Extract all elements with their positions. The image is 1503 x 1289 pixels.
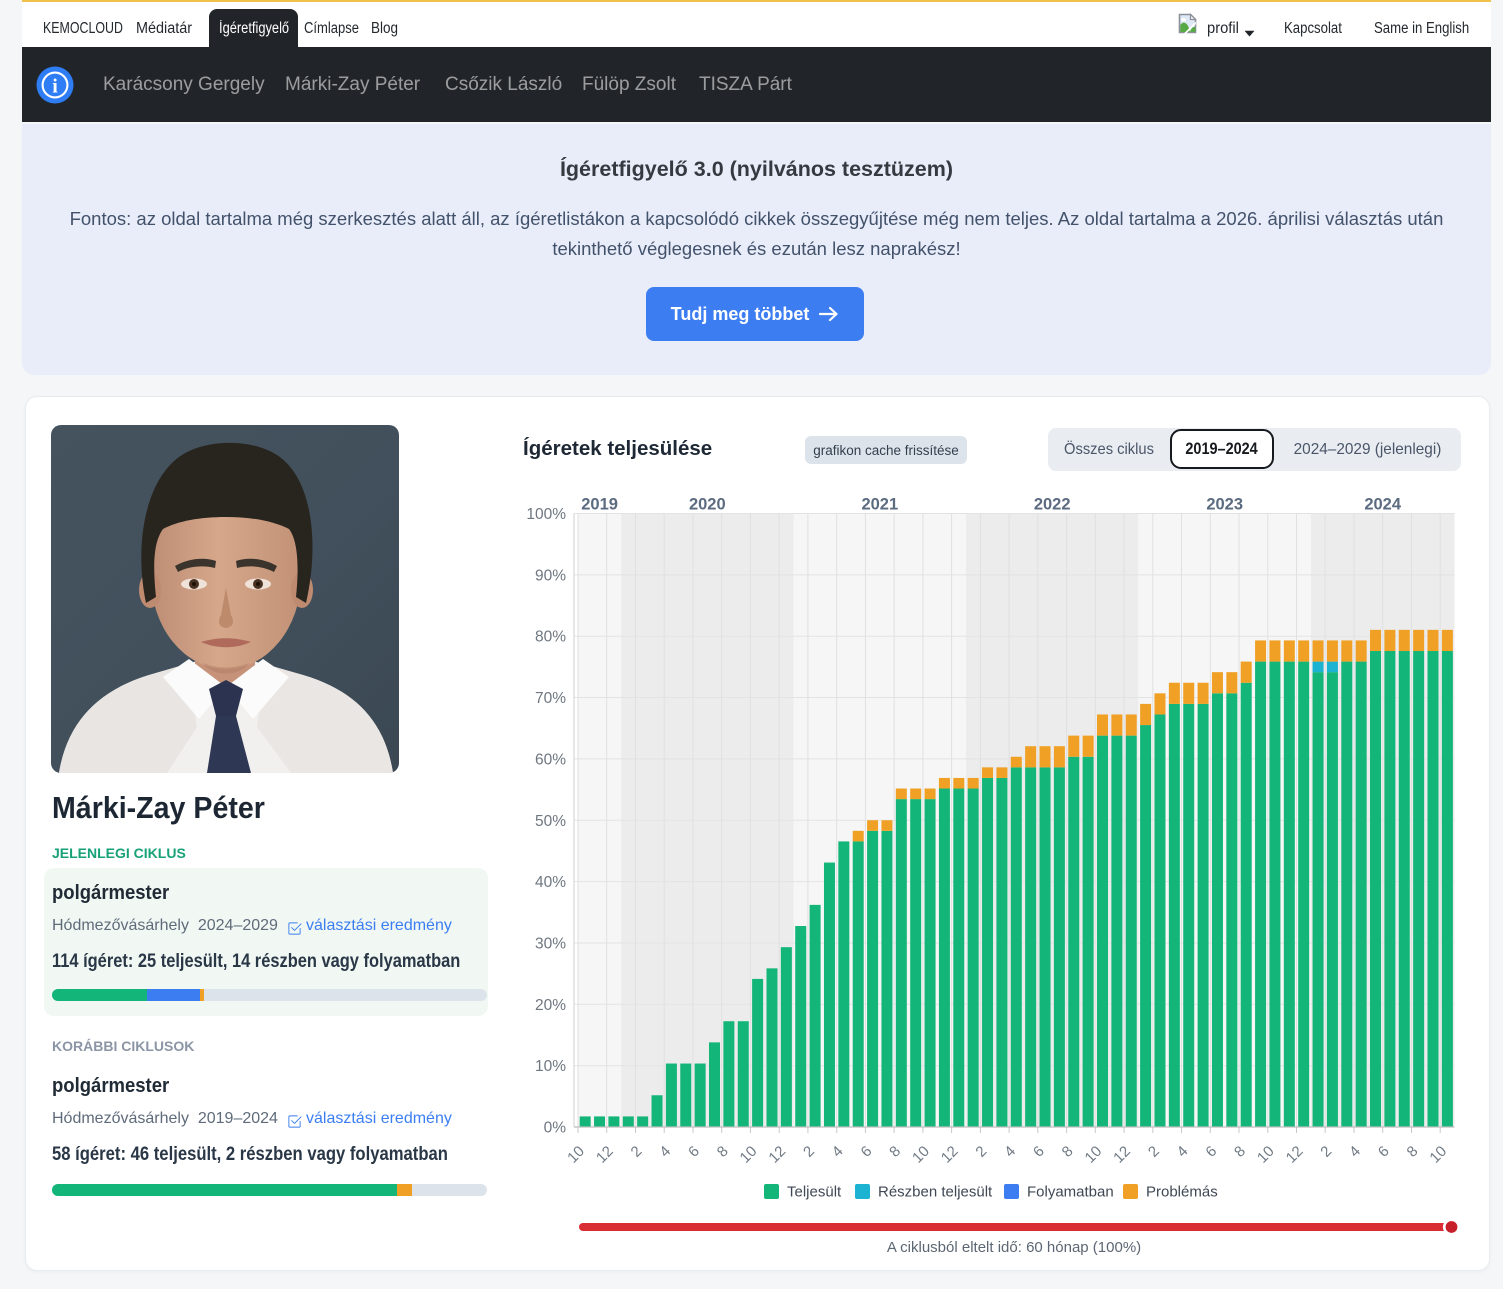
- svg-text:4: 4: [1346, 1143, 1364, 1161]
- svg-text:8: 8: [1231, 1143, 1249, 1161]
- svg-text:90%: 90%: [535, 567, 566, 584]
- svg-text:2019: 2019: [581, 496, 618, 514]
- svg-text:2024: 2024: [1364, 496, 1402, 514]
- svg-text:10: 10: [737, 1143, 761, 1167]
- svg-text:6: 6: [858, 1143, 876, 1161]
- svg-text:12: 12: [593, 1143, 617, 1167]
- svg-text:10: 10: [1082, 1143, 1106, 1167]
- svg-text:12: 12: [938, 1143, 962, 1167]
- svg-text:20%: 20%: [535, 997, 566, 1014]
- svg-text:A ciklusból eltelt idő: 60 hón: A ciklusból eltelt idő: 60 hónap (100%): [887, 1239, 1141, 1256]
- svg-text:10%: 10%: [535, 1058, 566, 1075]
- svg-text:2020: 2020: [689, 496, 726, 514]
- svg-text:10: 10: [1254, 1143, 1278, 1167]
- svg-text:6: 6: [1202, 1143, 1220, 1161]
- svg-text:Folyamatban: Folyamatban: [1027, 1184, 1114, 1201]
- svg-text:4: 4: [1174, 1143, 1192, 1161]
- svg-text:8: 8: [1404, 1143, 1422, 1161]
- svg-text:6: 6: [1375, 1143, 1393, 1161]
- svg-text:30%: 30%: [535, 936, 566, 953]
- svg-text:4: 4: [1001, 1143, 1019, 1161]
- svg-text:2022: 2022: [1034, 496, 1071, 514]
- svg-text:i: i: [52, 76, 58, 98]
- svg-text:10: 10: [909, 1143, 933, 1167]
- svg-text:2023: 2023: [1206, 496, 1243, 514]
- svg-text:70%: 70%: [535, 690, 566, 707]
- svg-text:12: 12: [765, 1143, 789, 1167]
- svg-text:12: 12: [1283, 1143, 1307, 1167]
- svg-text:8: 8: [714, 1143, 732, 1161]
- svg-text:Teljesült: Teljesült: [787, 1184, 842, 1201]
- svg-text:40%: 40%: [535, 874, 566, 891]
- svg-text:60%: 60%: [535, 751, 566, 768]
- svg-text:2: 2: [800, 1143, 818, 1161]
- svg-text:0%: 0%: [544, 1120, 567, 1137]
- svg-text:2021: 2021: [861, 496, 898, 514]
- svg-text:4: 4: [829, 1143, 847, 1161]
- svg-text:Problémás: Problémás: [1146, 1184, 1218, 1201]
- svg-text:6: 6: [1030, 1143, 1048, 1161]
- svg-text:2: 2: [628, 1143, 646, 1161]
- svg-text:4: 4: [656, 1143, 674, 1161]
- svg-text:Részben teljesült: Részben teljesült: [878, 1184, 993, 1201]
- svg-text:12: 12: [1110, 1143, 1134, 1167]
- svg-text:2: 2: [972, 1143, 990, 1161]
- svg-text:2: 2: [1317, 1143, 1335, 1161]
- svg-text:8: 8: [886, 1143, 904, 1161]
- svg-text:10: 10: [564, 1143, 588, 1167]
- svg-text:6: 6: [685, 1143, 703, 1161]
- svg-text:100%: 100%: [526, 506, 566, 523]
- svg-text:50%: 50%: [535, 813, 566, 830]
- svg-text:8: 8: [1059, 1143, 1077, 1161]
- svg-text:10: 10: [1426, 1143, 1450, 1167]
- svg-text:2: 2: [1145, 1143, 1163, 1161]
- svg-text:80%: 80%: [535, 629, 566, 646]
